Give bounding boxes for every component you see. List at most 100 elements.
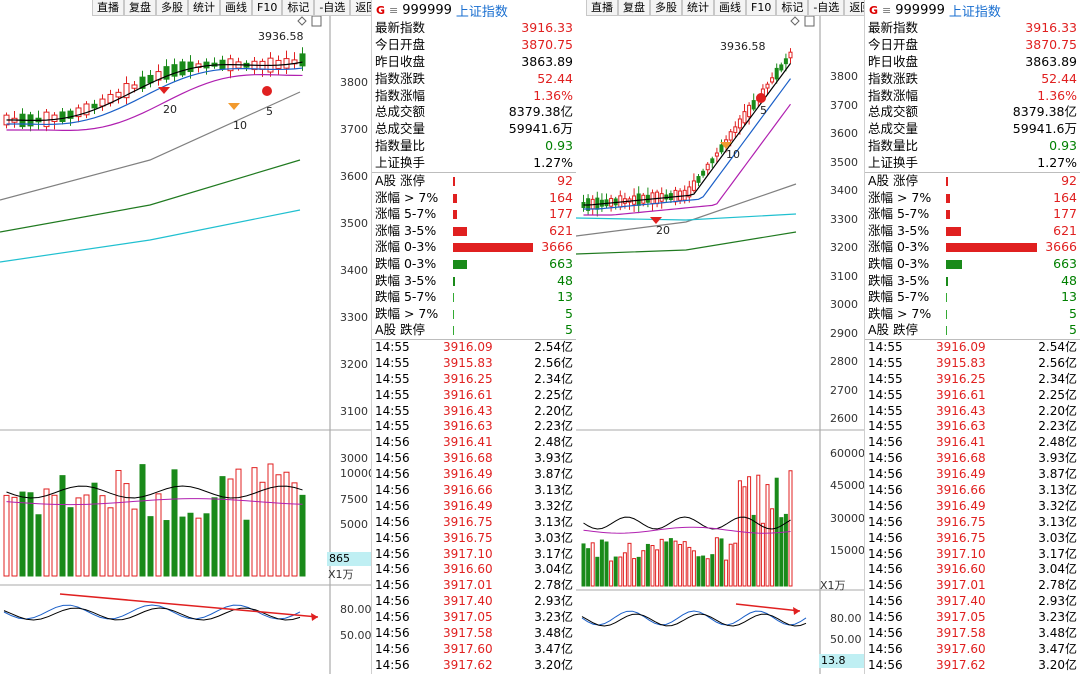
tick-row[interactable]: 14:55 3916.25 2.34亿 (372, 372, 577, 388)
volume-bar (243, 519, 250, 577)
tick-row[interactable]: 14:55 3915.83 2.56亿 (865, 356, 1080, 372)
tick-row[interactable]: 14:56 3917.60 3.47亿 (865, 642, 1080, 658)
breadth-value: 164 (549, 189, 573, 205)
toolbar-btn[interactable]: 标记 (282, 0, 315, 16)
quote-label: 指数量比 (868, 138, 919, 154)
tick-price: 3917.62 (936, 657, 986, 672)
tick-row[interactable]: 14:56 3917.05 3.23亿 (865, 610, 1080, 626)
tick-time: 14:56 (375, 594, 410, 609)
tick-row[interactable]: 14:56 3917.62 3.20亿 (372, 658, 577, 674)
toolbar-btn[interactable]: 直播 (586, 0, 618, 16)
breadth-value: 48 (557, 272, 573, 288)
tick-row[interactable]: 14:55 3916.61 2.25亿 (372, 388, 577, 404)
tick-row[interactable]: 14:56 3917.60 3.47亿 (372, 642, 577, 658)
candle-body (187, 61, 194, 73)
tick-row[interactable]: 14:56 3917.40 2.93亿 (865, 594, 1080, 610)
left-chart-panel[interactable]: 直播 复盘 多股 统计 画线 F10 标记 -自选 返回 3936.58 20 … (0, 0, 371, 674)
toolbar-btn[interactable]: 复盘 (618, 0, 650, 16)
volume-bar (259, 481, 266, 577)
tick-row[interactable]: 14:55 3916.61 2.25亿 (865, 388, 1080, 404)
tick-price: 3917.01 (443, 578, 493, 593)
tick-row[interactable]: 14:56 3916.75 3.03亿 (865, 531, 1080, 547)
tick-row[interactable]: 14:56 3917.05 3.23亿 (372, 610, 577, 626)
tick-row[interactable]: 14:56 3916.49 3.87亿 (372, 467, 577, 483)
candle-body (51, 114, 58, 122)
volume-bar (701, 555, 706, 587)
breadth-bar-track (946, 239, 1037, 256)
toolbar-btn[interactable]: 返回 (844, 0, 864, 16)
tick-row[interactable]: 14:55 3916.63 2.23亿 (372, 419, 577, 435)
tick-row[interactable]: 14:56 3916.60 3.04亿 (372, 562, 577, 578)
logo-icon: G (376, 3, 386, 17)
tick-row[interactable]: 14:56 3917.62 3.20亿 (865, 658, 1080, 674)
tick-row[interactable]: 14:56 3916.75 3.13亿 (372, 515, 577, 531)
tick-row[interactable]: 14:55 3916.09 2.54亿 (865, 340, 1080, 356)
toolbar-btn[interactable]: F10 (746, 0, 777, 16)
tick-row[interactable]: 14:56 3917.58 3.48亿 (372, 626, 577, 642)
breadth-row: A股 跌停 5 (865, 322, 1080, 339)
toolbar-btn[interactable]: 复盘 (124, 0, 156, 16)
toolbar-btn[interactable]: 多股 (156, 0, 188, 16)
tick-row[interactable]: 14:56 3917.01 2.78亿 (865, 578, 1080, 594)
tick-row[interactable]: 14:56 3917.58 3.48亿 (865, 626, 1080, 642)
tick-row[interactable]: 14:56 3916.49 3.87亿 (865, 467, 1080, 483)
toolbar-btn[interactable]: F10 (252, 0, 283, 16)
quote-label: 昨日收盘 (375, 53, 426, 69)
toolbar-btn[interactable]: 统计 (682, 0, 714, 16)
ma120-line (576, 231, 797, 255)
tick-row[interactable]: 14:56 3916.75 3.03亿 (372, 531, 577, 547)
volume-bar (75, 497, 82, 577)
toolbar-btn[interactable]: 统计 (188, 0, 220, 16)
tick-row[interactable]: 14:56 3916.49 3.32亿 (372, 499, 577, 515)
volume-bar (91, 482, 98, 577)
volume-bar (187, 512, 194, 577)
breadth-bar (946, 243, 1037, 253)
toolbar-btn[interactable]: 画线 (220, 0, 252, 16)
right-chart-panel[interactable]: 直播 复盘 多股 统计 画线 F10 标记 -自选 返回 3936.58 20 … (576, 0, 864, 674)
menu-icon[interactable]: ≡ (389, 3, 399, 17)
tick-time: 14:55 (375, 355, 410, 370)
toolbar-btn[interactable]: 多股 (650, 0, 682, 16)
quote-label: 指数涨跌 (868, 70, 919, 86)
menu-icon[interactable]: ≡ (882, 3, 892, 17)
tick-row[interactable]: 14:55 3916.09 2.54亿 (372, 340, 577, 356)
candle-body (139, 76, 146, 89)
tick-row[interactable]: 14:56 3917.10 3.17亿 (372, 547, 577, 563)
tick-price: 3917.01 (936, 578, 986, 593)
toolbar-btn[interactable]: 返回 (350, 0, 371, 16)
toolbar-btn[interactable]: -自选 (808, 0, 845, 16)
price-axis-tick: 3100 (340, 405, 368, 418)
ma5-line (6, 61, 303, 121)
ma120-line (0, 159, 301, 233)
tick-row[interactable]: 14:56 3916.68 3.93亿 (372, 451, 577, 467)
tick-price: 3917.10 (936, 546, 986, 561)
tick-table[interactable]: 14:55 3916.09 2.54亿 14:55 3915.83 2.56亿 14:55 3… (372, 340, 577, 674)
tick-row[interactable]: 14:55 3916.43 2.20亿 (865, 404, 1080, 420)
tick-row[interactable]: 14:55 3916.25 2.34亿 (865, 372, 1080, 388)
tick-row[interactable]: 14:55 3916.43 2.20亿 (372, 404, 577, 420)
tick-row[interactable]: 14:56 3916.68 3.93亿 (865, 451, 1080, 467)
tick-row[interactable]: 14:56 3916.75 3.13亿 (865, 515, 1080, 531)
tick-time: 14:56 (375, 546, 410, 561)
tick-row[interactable]: 14:56 3917.10 3.17亿 (865, 547, 1080, 563)
index-name[interactable]: 上证指数 (948, 4, 1001, 20)
index-name[interactable]: 上证指数 (455, 4, 508, 20)
price-axis-tick: 3500 (340, 217, 368, 230)
tick-row[interactable]: 14:56 3916.49 3.32亿 (865, 499, 1080, 515)
toolbar-btn[interactable]: -自选 (314, 0, 351, 16)
breadth-label: 涨幅 5-7% (375, 206, 437, 222)
toolbar-btn[interactable]: 标记 (776, 0, 809, 16)
tick-row[interactable]: 14:56 3916.60 3.04亿 (865, 562, 1080, 578)
tick-row[interactable]: 14:56 3916.41 2.48亿 (372, 435, 577, 451)
tick-row[interactable]: 14:56 3916.66 3.13亿 (865, 483, 1080, 499)
tick-row[interactable]: 14:56 3917.40 2.93亿 (372, 594, 577, 610)
tick-table[interactable]: 14:55 3916.09 2.54亿 14:55 3915.83 2.56亿 14:55 3… (865, 340, 1080, 674)
price-axis-tick: 3400 (340, 264, 368, 277)
tick-row[interactable]: 14:55 3916.63 2.23亿 (865, 419, 1080, 435)
tick-row[interactable]: 14:56 3916.41 2.48亿 (865, 435, 1080, 451)
tick-row[interactable]: 14:56 3916.66 3.13亿 (372, 483, 577, 499)
toolbar-btn[interactable]: 画线 (714, 0, 746, 16)
tick-row[interactable]: 14:56 3917.01 2.78亿 (372, 578, 577, 594)
tick-row[interactable]: 14:55 3915.83 2.56亿 (372, 356, 577, 372)
toolbar-btn[interactable]: 直播 (92, 0, 124, 16)
